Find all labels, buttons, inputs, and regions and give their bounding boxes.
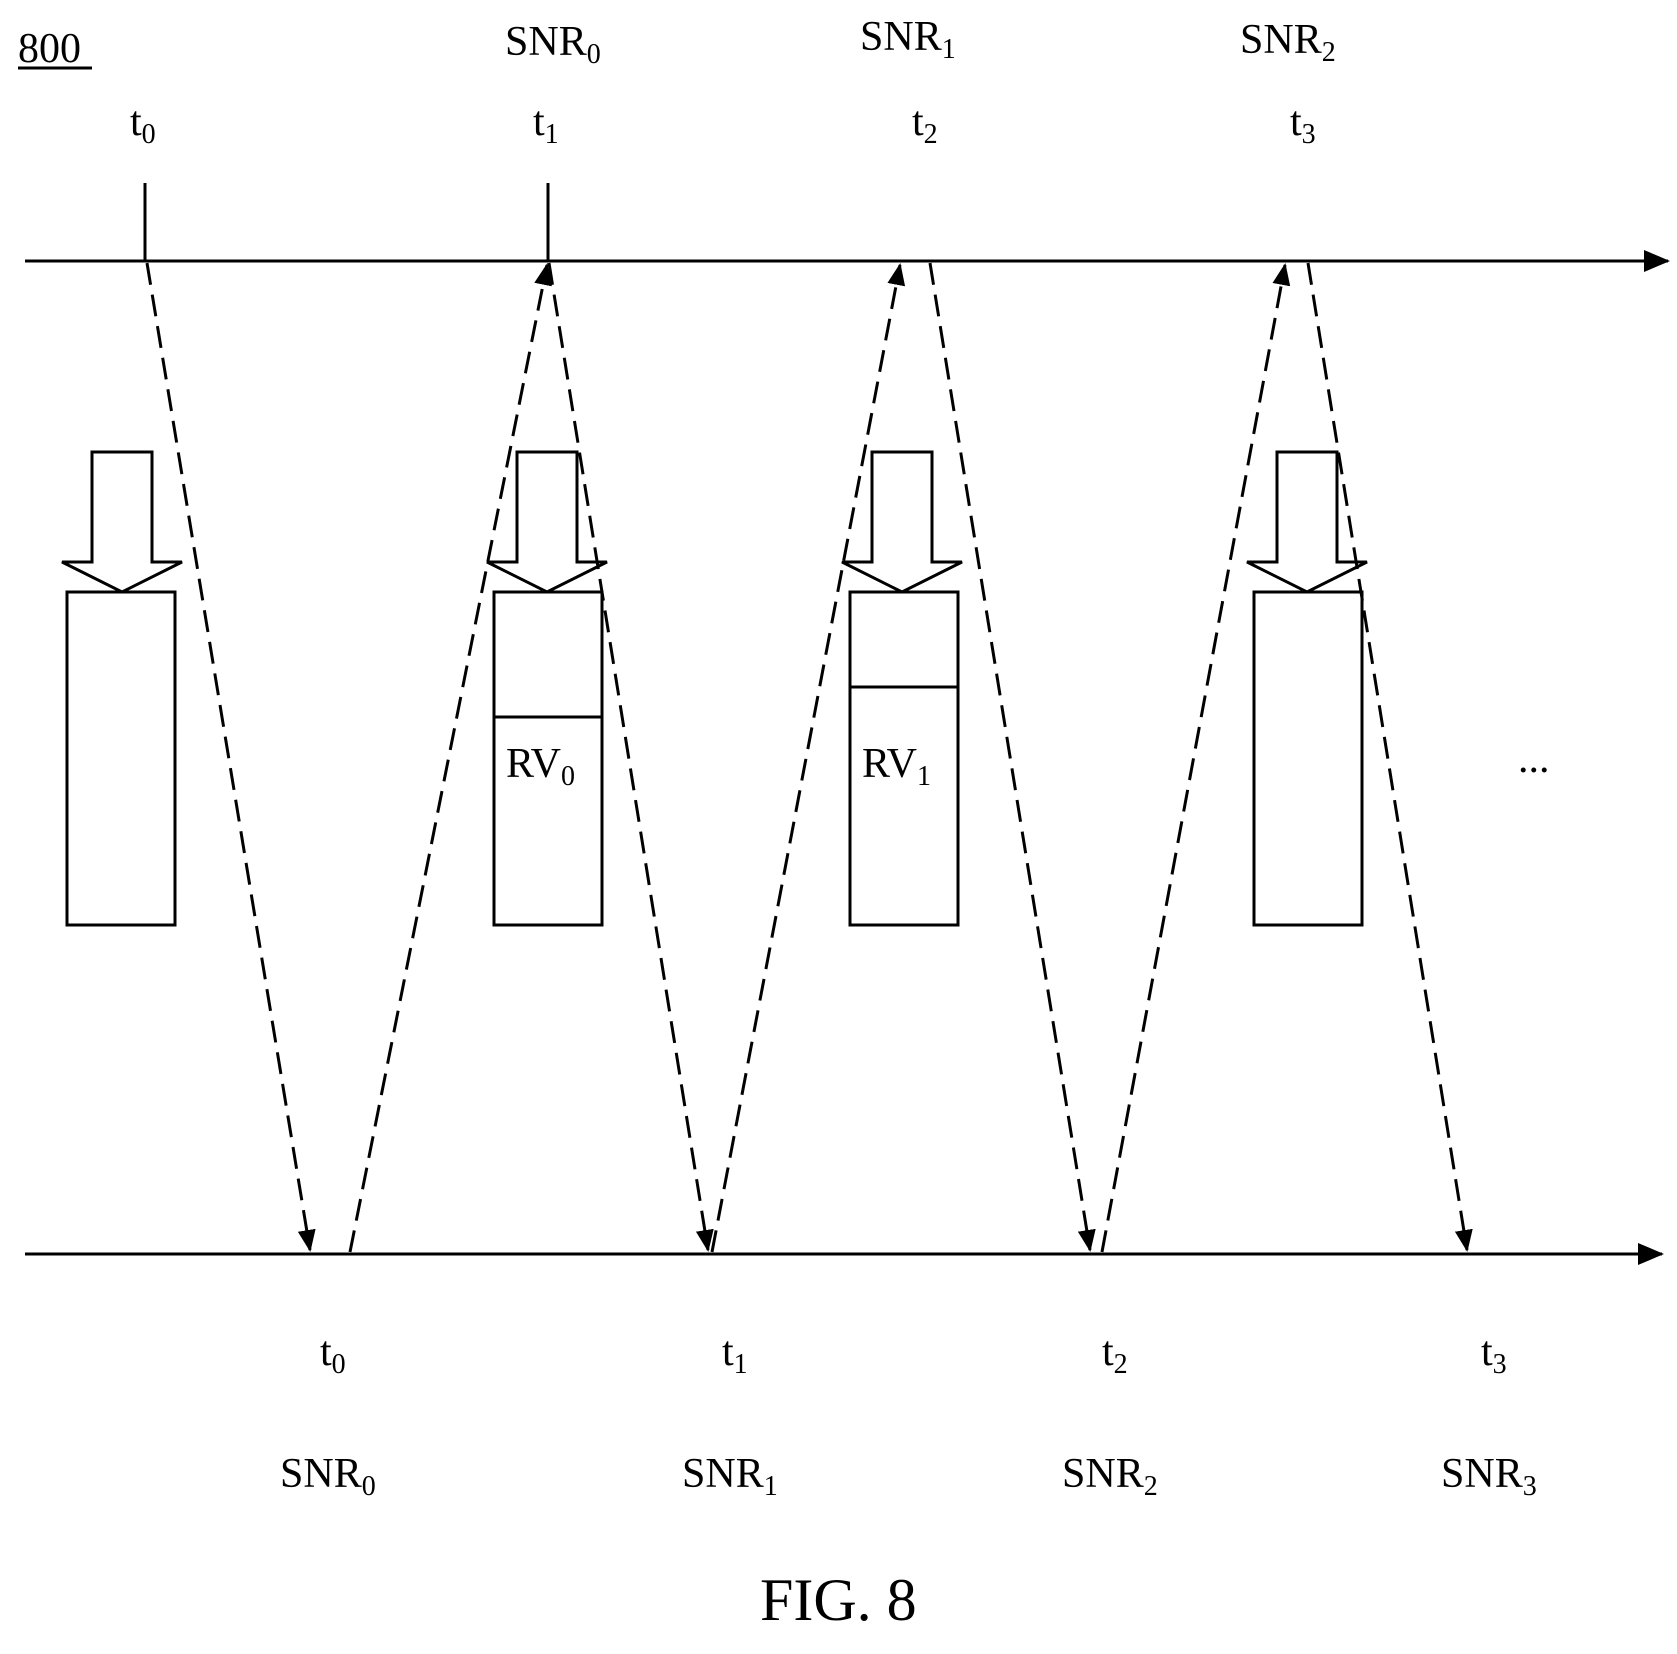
dashed-arrow-down-0 [147, 263, 310, 1250]
dashed-arrow-down-2 [930, 263, 1090, 1250]
figure-caption: FIG. 8 [760, 1567, 917, 1633]
block-label-rv0: RV0 [506, 741, 575, 792]
down-arrow-0 [62, 452, 182, 592]
figure-reference-number: 800 [18, 26, 81, 72]
upper-snr-label-0: SNR0 [505, 19, 601, 70]
upper-time-label-t3: t3 [1290, 99, 1316, 150]
lower-time-label-t0: t0 [320, 1329, 346, 1380]
lower-time-label-t3: t3 [1481, 1329, 1507, 1380]
lower-time-label-t1: t1 [722, 1329, 748, 1380]
dashed-arrow-down-3 [1308, 263, 1467, 1250]
data-block-0 [67, 592, 175, 925]
block-label-rv1: RV1 [862, 741, 931, 792]
upper-time-label-t1: t1 [533, 99, 559, 150]
down-arrow-1 [487, 452, 607, 592]
dashed-arrow-up-2 [1102, 265, 1285, 1252]
upper-time-label-t0: t0 [130, 99, 156, 150]
lower-snr-label-2: SNR2 [1062, 1451, 1158, 1502]
lower-time-label-t2: t2 [1102, 1329, 1128, 1380]
upper-snr-label-2: SNR2 [1240, 17, 1336, 68]
lower-snr-label-3: SNR3 [1441, 1451, 1537, 1502]
data-block-3 [1254, 592, 1362, 925]
upper-snr-label-1: SNR1 [860, 14, 956, 65]
upper-time-label-t2: t2 [912, 99, 938, 150]
down-arrow-2 [842, 452, 962, 592]
dashed-arrow-down-1 [549, 263, 708, 1250]
lower-snr-label-0: SNR0 [280, 1451, 376, 1502]
lower-snr-label-1: SNR1 [682, 1451, 778, 1502]
continuation-ellipsis: ... [1518, 736, 1550, 782]
